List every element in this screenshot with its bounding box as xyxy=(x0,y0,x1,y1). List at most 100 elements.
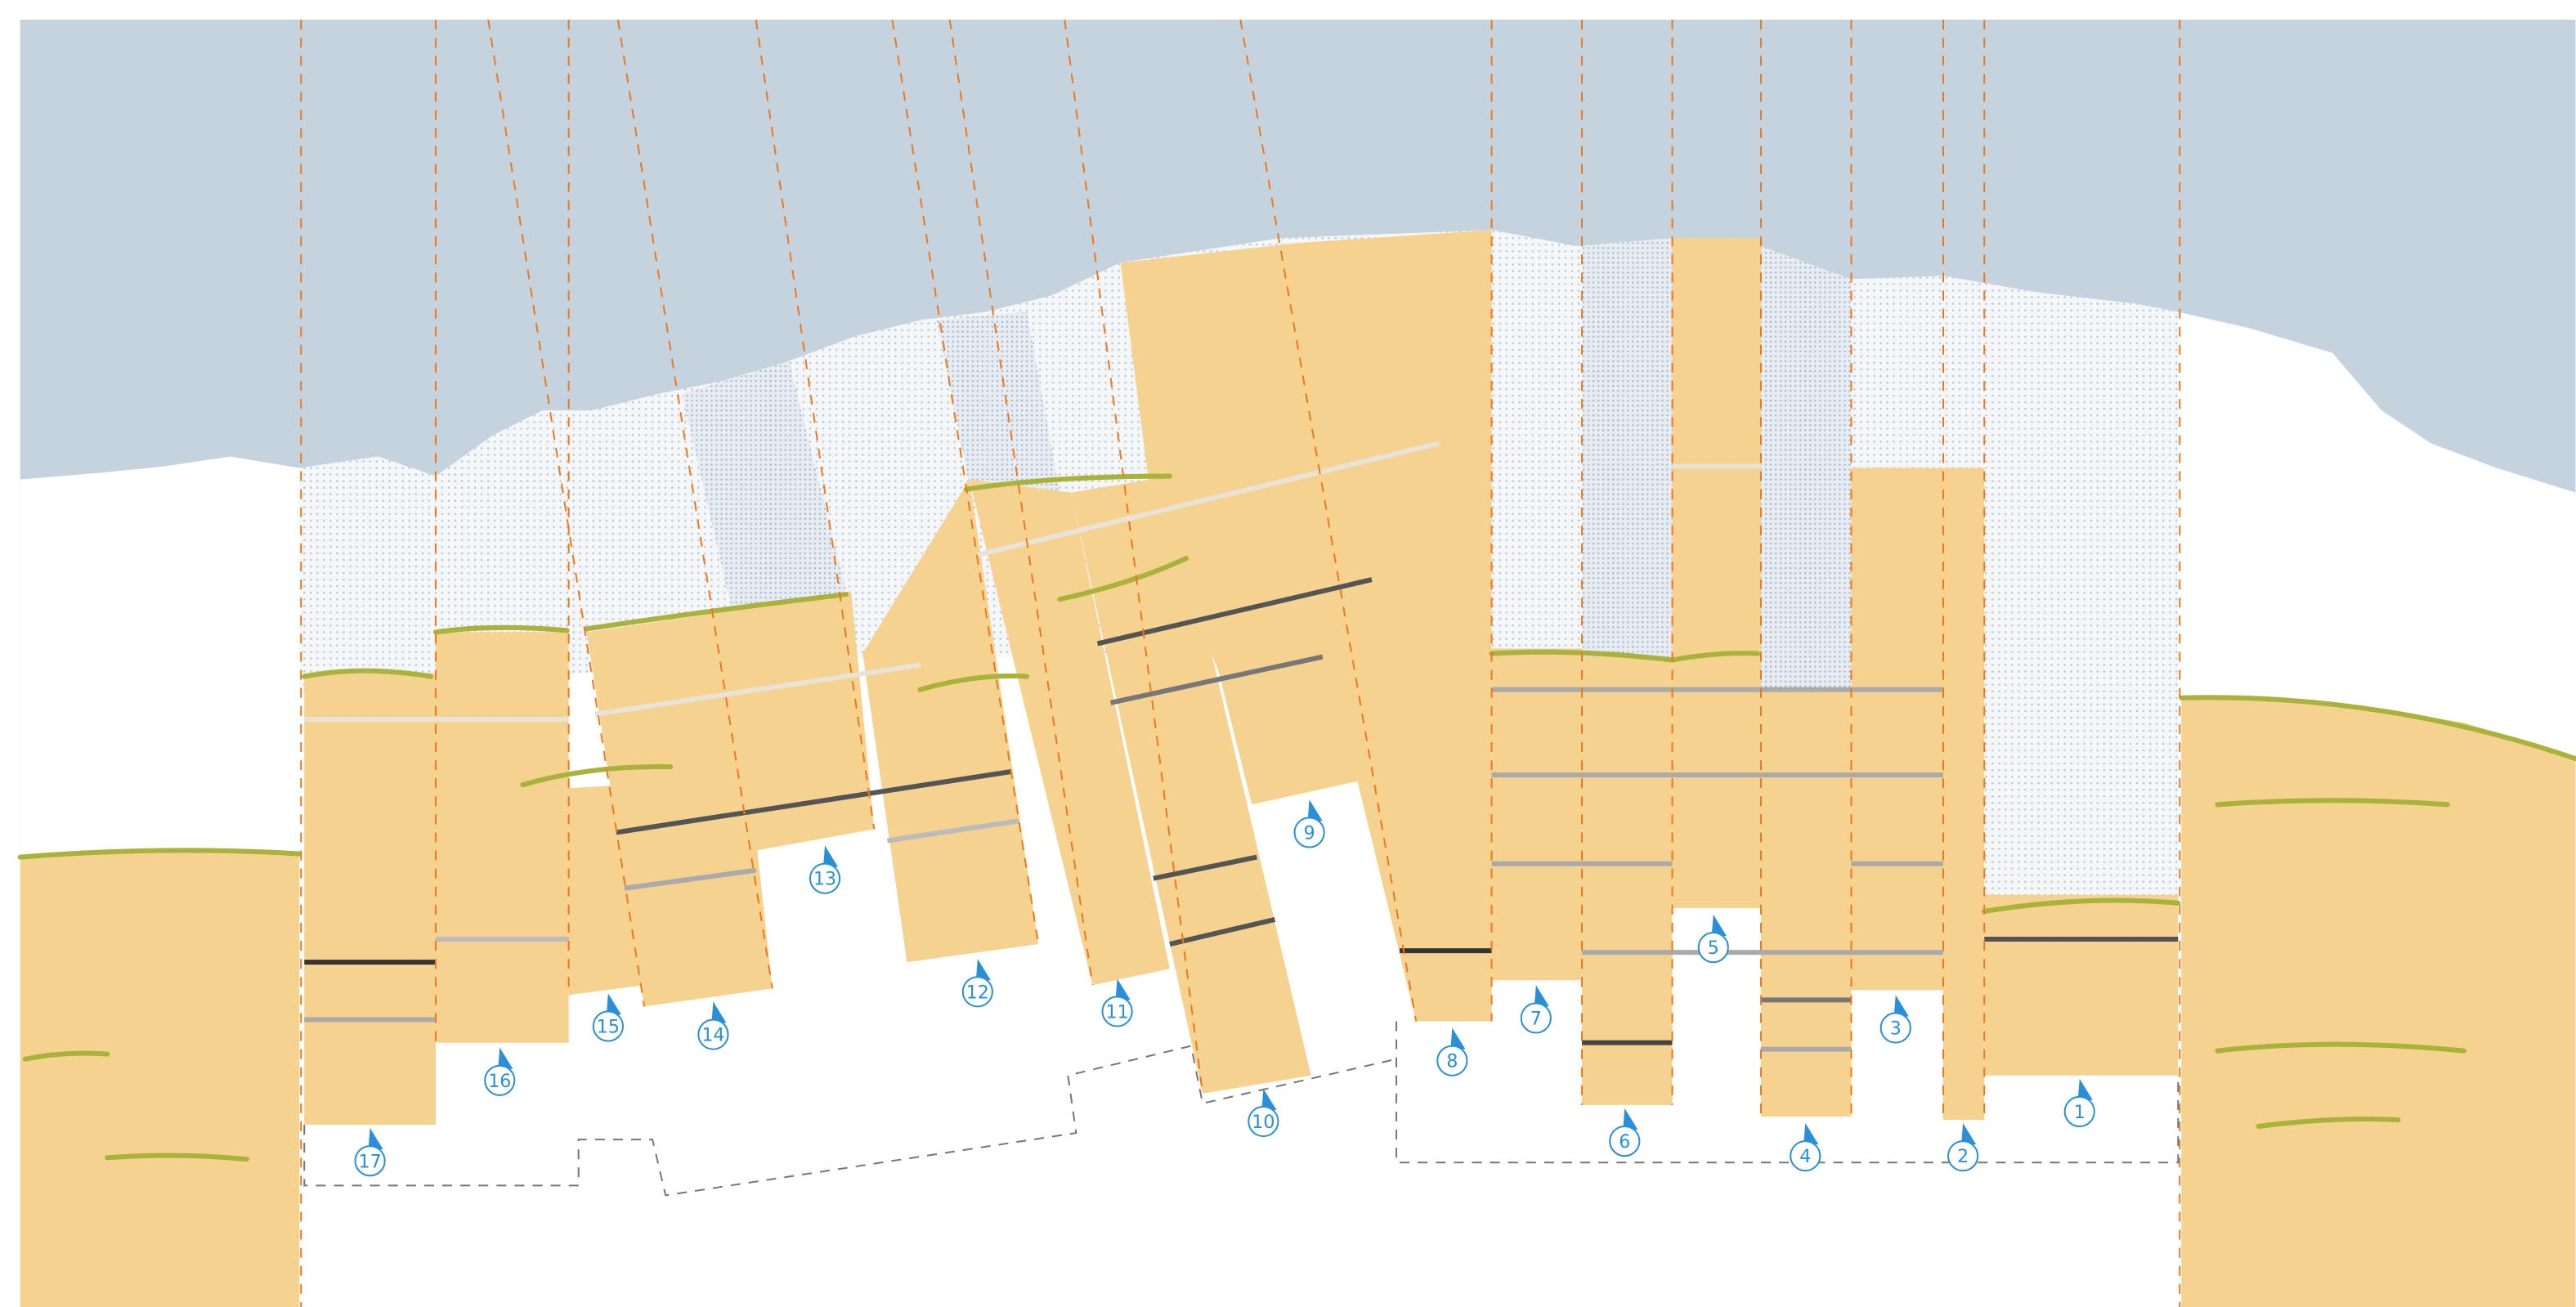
marker-circle xyxy=(1248,1105,1279,1138)
slab-4 xyxy=(1761,689,1852,1117)
marker-circle xyxy=(1609,1126,1641,1157)
stipple-dark xyxy=(936,311,1060,493)
ground xyxy=(20,230,2576,1307)
marker-circle xyxy=(697,1018,729,1050)
marker-label: 9 xyxy=(1304,822,1315,844)
moss xyxy=(2215,1041,2466,1054)
moss xyxy=(2215,798,2450,808)
section-line xyxy=(1239,19,1418,1022)
marker-pin xyxy=(606,993,621,1015)
slab-1 xyxy=(1984,894,2179,1076)
outline xyxy=(1396,1021,2180,1164)
marker: 5 xyxy=(1697,914,1729,964)
marker-label: 12 xyxy=(966,982,989,1003)
moss xyxy=(963,473,1172,492)
moss xyxy=(22,1050,110,1062)
ground-right xyxy=(2181,697,2576,1307)
marker-label: 16 xyxy=(488,1071,511,1092)
marker-pin xyxy=(1711,914,1727,937)
marker-circle xyxy=(1293,817,1325,848)
section-line xyxy=(616,19,773,989)
marker-label: 4 xyxy=(1799,1146,1811,1167)
marker-pin xyxy=(823,845,839,867)
slab-8 xyxy=(1297,230,1492,1022)
marker: 13 xyxy=(809,845,841,894)
marker-pin xyxy=(711,1001,727,1023)
marker-pin xyxy=(1534,985,1549,1007)
stratum xyxy=(977,441,1440,557)
marker-circle xyxy=(1879,1012,1911,1044)
marker-circle xyxy=(484,1064,516,1096)
marker-label: 17 xyxy=(359,1151,382,1172)
section-line xyxy=(948,19,1094,986)
marker-label: 10 xyxy=(1252,1112,1275,1133)
stratum xyxy=(886,818,1019,844)
stratum xyxy=(1153,854,1257,881)
moss xyxy=(17,848,302,860)
marker-label: 15 xyxy=(597,1017,620,1038)
marker-pin xyxy=(2077,1078,2093,1100)
marker: 7 xyxy=(1520,985,1552,1034)
marker-label: 6 xyxy=(1619,1131,1630,1153)
marker-pin xyxy=(1307,799,1323,821)
marker-pin xyxy=(1623,1108,1638,1130)
marker-pin xyxy=(1893,995,1909,1017)
marker-label: 8 xyxy=(1446,1051,1458,1072)
marker: 9 xyxy=(1293,799,1325,848)
marker-circle xyxy=(1101,996,1133,1027)
marker-label: 1 xyxy=(2074,1102,2085,1123)
marker: 3 xyxy=(1879,995,1911,1044)
moss xyxy=(917,673,1030,692)
marker-pin xyxy=(498,1047,513,1069)
vegetation xyxy=(17,473,2576,1162)
marker-label: 13 xyxy=(813,869,836,890)
marker-circle xyxy=(1790,1140,1821,1172)
moss xyxy=(1982,897,2181,914)
slab-2 xyxy=(1943,468,1985,1120)
moss xyxy=(2256,1117,2401,1130)
slab-5 xyxy=(1672,238,1762,908)
marker-pin xyxy=(1261,1088,1277,1110)
marker-circle xyxy=(961,976,993,1008)
stratum xyxy=(624,867,757,891)
section-line xyxy=(487,19,646,1007)
marker-pin xyxy=(1961,1123,1977,1145)
marker-circle xyxy=(809,862,841,894)
moss xyxy=(520,763,674,788)
marker: 14 xyxy=(697,1001,729,1050)
moss xyxy=(432,624,570,635)
marker-pin xyxy=(1450,1027,1466,1050)
marker-label: 11 xyxy=(1106,1001,1129,1023)
marker: 2 xyxy=(1947,1123,1979,1172)
marker-pin xyxy=(975,959,991,981)
stratum xyxy=(594,662,921,717)
marker: 17 xyxy=(354,1128,386,1177)
ground-left xyxy=(20,850,300,1307)
moss xyxy=(302,668,433,679)
slab-7 xyxy=(1491,648,1583,981)
stratum xyxy=(1169,916,1276,947)
slab-6 xyxy=(1582,656,1673,1105)
marker-circle xyxy=(1436,1045,1468,1076)
marker-label: 3 xyxy=(1890,1018,1902,1040)
slab-3 xyxy=(1851,468,1944,991)
marker: 1 xyxy=(2063,1078,2095,1128)
marker-circle xyxy=(592,1010,624,1042)
marker: 6 xyxy=(1609,1108,1641,1157)
marker-circle xyxy=(1697,931,1729,964)
marker: 4 xyxy=(1790,1123,1821,1172)
marker-circle xyxy=(1520,1002,1552,1034)
slab-13 xyxy=(731,591,875,851)
marker-label: 14 xyxy=(701,1025,724,1046)
marker-circle xyxy=(2063,1095,2095,1128)
marker-label: 2 xyxy=(1957,1146,1969,1167)
marker-circle xyxy=(1947,1140,1979,1172)
marker: 15 xyxy=(592,993,624,1042)
stratum xyxy=(1109,654,1324,705)
marker: 12 xyxy=(961,959,993,1008)
section-lines xyxy=(300,19,2181,1307)
marker-label: 7 xyxy=(1530,1008,1542,1029)
stipple-dark xyxy=(1761,246,1852,690)
